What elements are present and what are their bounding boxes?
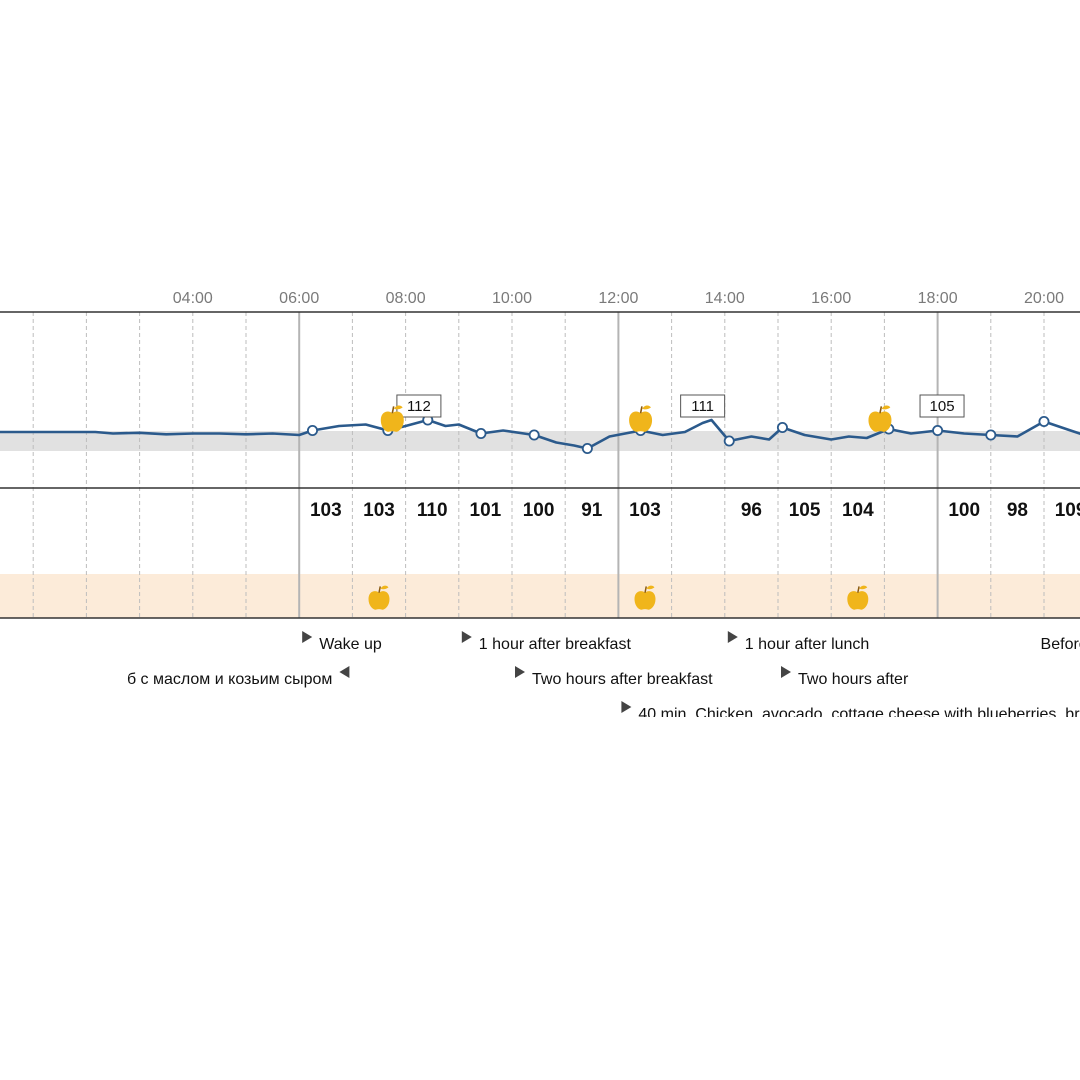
peak-label: 112 [396,394,442,418]
x-tick-label: 20:00 [1024,290,1064,307]
note-text: б с маслом и козьим сыром [127,671,332,688]
note-arrow-right-icon [461,631,472,643]
note-arrow-right-icon [302,631,313,643]
apple-icon [368,585,390,610]
apple-icon [629,405,653,432]
peak-label: 111 [680,394,726,418]
reading-value: 103 [363,500,395,521]
note-text: Wake up [319,636,382,653]
reading-value: 101 [470,500,502,521]
note-text: 1 hour after lunch [745,636,870,653]
note-text: Two hours after [798,671,909,688]
reading-value: 109 [1055,500,1080,521]
glucose-line [0,418,1080,450]
chart-frame [0,311,1080,619]
glucose-series-line [0,418,1080,450]
reading-value: 100 [523,500,555,521]
x-tick-label: 08:00 [386,290,426,307]
x-tick-label: 04:00 [173,290,213,307]
x-tick-label: 18:00 [918,290,958,307]
note-text: Two hours after breakfast [532,671,713,688]
note-item: 40 min. Chicken, avocado, cottage cheese… [621,701,1080,723]
x-tick-label: 10:00 [492,290,532,307]
note-item: б с маслом и козьим сыром [127,666,350,688]
x-axis-ticks: 04:00 06:00 08:00 10:00 12:00 14:00 16:00 18:00… [173,290,1064,307]
note-text: 40 min. Chicken, avocado, cottage cheese… [638,706,1080,723]
apple-icon [634,585,656,610]
note-item: 1 hour after lunch [727,631,870,653]
note-arrow-right-icon [621,701,632,713]
reading-value: 104 [842,500,874,521]
peak-label-value: 105 [930,398,955,415]
reading-marker [581,442,593,454]
reading-marker [776,421,788,433]
reading-marker [1038,415,1050,427]
x-tick-label: 06:00 [279,290,319,307]
note-arrow-right-icon [515,666,525,678]
peak-label-value: 112 [407,398,431,415]
note-text: 1 hour after breakfast [479,636,632,653]
note-text: Before sleep [1041,636,1080,653]
peak-labels: 112 111 105 [396,394,965,418]
peak-label: 105 [919,394,965,418]
grid-lines [32,312,1045,618]
reading-value: 100 [948,500,980,521]
readings-table: 1031031101011009110396105104100981099710… [310,500,1080,610]
apple-icon [380,405,404,432]
note-item: Wake up [302,631,382,653]
note-item: Before sleep [1041,636,1080,653]
reading-value: 110 [417,500,448,521]
peak-label-box [680,394,726,418]
note-item: Two hours after breakfast [515,666,713,688]
note-item: 1 hour after breakfast [461,631,632,653]
background-bands [0,431,1080,618]
reading-marker [306,424,318,436]
meal-icons [380,405,892,432]
note-arrow-right-icon [727,631,738,643]
apple-icon [868,405,892,432]
reading-value: 91 [581,500,603,521]
reading-value: 103 [629,500,661,521]
reading-value: 98 [1007,500,1028,521]
reading-value: 103 [310,500,342,521]
x-tick-label: 12:00 [598,290,638,307]
reading-value: 105 [789,500,821,521]
reading-marker [932,424,944,436]
peak-label-value: 111 [691,398,714,415]
reading-marker [985,429,997,441]
notes-row: Wake up 1 hour after breakfast 1 hour afte… [127,631,1080,723]
reading-marker [528,429,540,441]
meal-band [0,574,1080,618]
x-tick-label: 16:00 [811,290,851,307]
note-item: Two hours after [781,666,909,688]
x-tick-label: 14:00 [705,290,745,307]
peak-label-box [919,394,965,418]
reading-marker [475,427,487,439]
note-arrow-left-icon [339,666,350,678]
reading-value: 96 [741,500,762,521]
reading-marker [723,435,735,447]
apple-icon [847,585,869,610]
note-arrow-right-icon [781,666,791,678]
